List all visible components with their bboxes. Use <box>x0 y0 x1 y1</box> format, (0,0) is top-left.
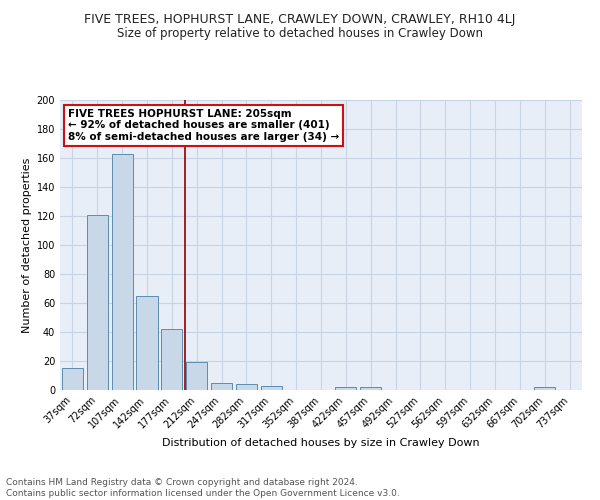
Bar <box>112 154 133 390</box>
Bar <box>261 386 282 390</box>
Bar <box>62 368 83 390</box>
Bar <box>161 329 182 390</box>
Text: FIVE TREES, HOPHURST LANE, CRAWLEY DOWN, CRAWLEY, RH10 4LJ: FIVE TREES, HOPHURST LANE, CRAWLEY DOWN,… <box>85 12 515 26</box>
Bar <box>186 362 207 390</box>
Text: FIVE TREES HOPHURST LANE: 205sqm
← 92% of detached houses are smaller (401)
8% o: FIVE TREES HOPHURST LANE: 205sqm ← 92% o… <box>68 108 339 142</box>
Bar <box>136 296 158 390</box>
Bar <box>335 387 356 390</box>
Text: Contains HM Land Registry data © Crown copyright and database right 2024.
Contai: Contains HM Land Registry data © Crown c… <box>6 478 400 498</box>
Bar <box>534 387 555 390</box>
Bar <box>87 214 108 390</box>
Bar <box>236 384 257 390</box>
Bar <box>360 387 381 390</box>
Text: Size of property relative to detached houses in Crawley Down: Size of property relative to detached ho… <box>117 28 483 40</box>
Y-axis label: Number of detached properties: Number of detached properties <box>22 158 32 332</box>
Bar <box>211 383 232 390</box>
X-axis label: Distribution of detached houses by size in Crawley Down: Distribution of detached houses by size … <box>162 438 480 448</box>
